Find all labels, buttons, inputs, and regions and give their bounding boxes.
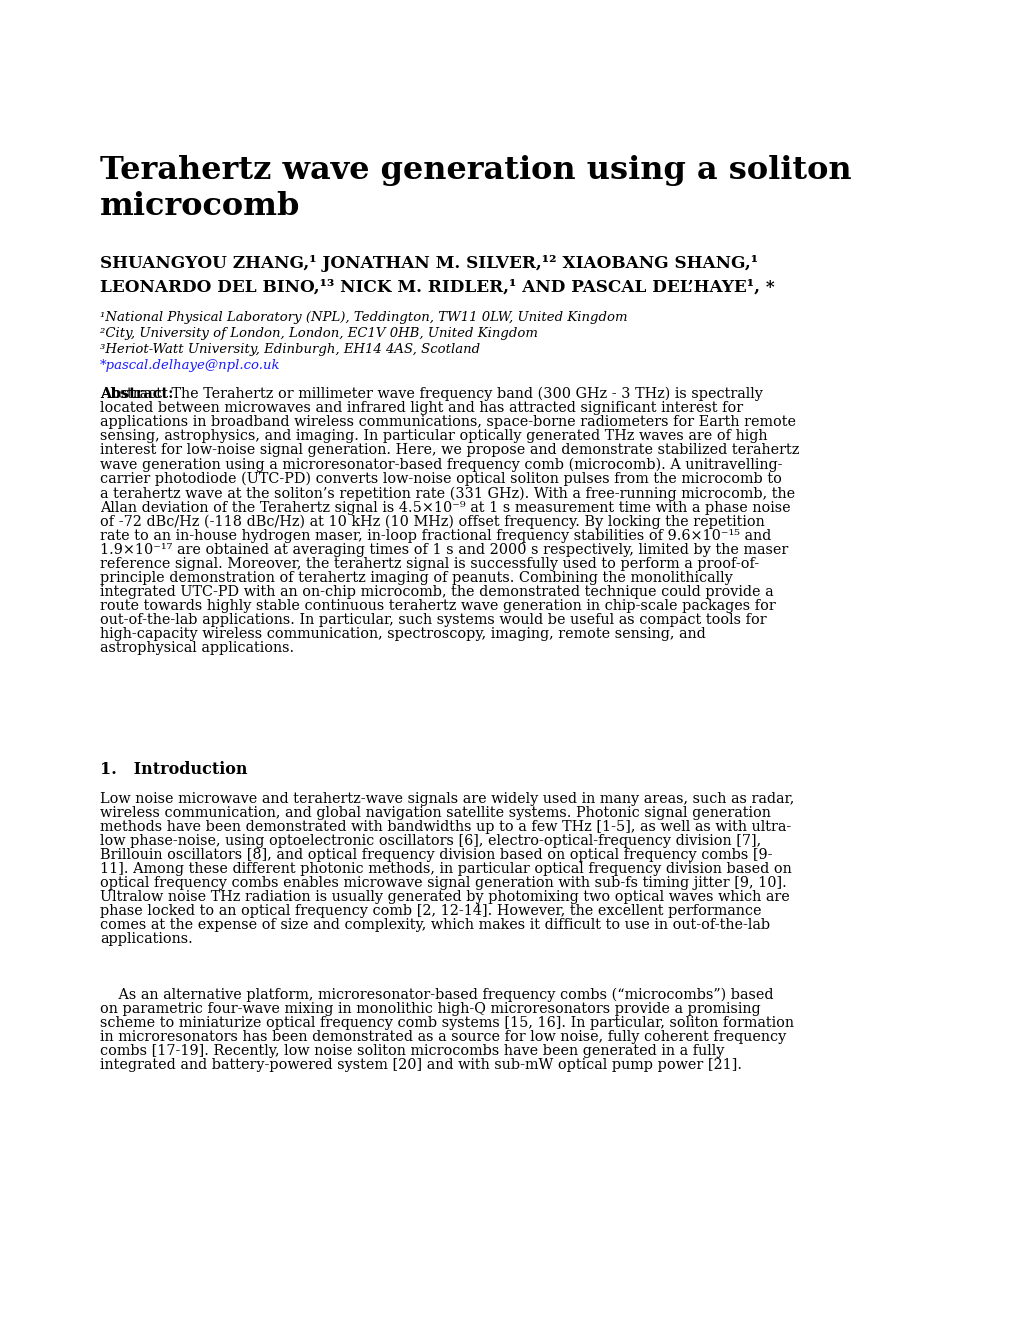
Text: ¹National Physical Laboratory (NPL), Teddington, TW11 0LW, United Kingdom: ¹National Physical Laboratory (NPL), Ted… xyxy=(100,312,627,323)
Text: LEONARDO DEL BINO,¹³ NICK M. RIDLER,¹ AND PASCAL DEL’HAYE¹, *: LEONARDO DEL BINO,¹³ NICK M. RIDLER,¹ AN… xyxy=(100,279,773,296)
Text: Abstract:: Abstract: xyxy=(100,387,173,401)
Text: microcomb: microcomb xyxy=(100,191,300,222)
Text: SHUANGYOU ZHANG,¹ JONATHAN M. SILVER,¹² XIAOBANG SHANG,¹: SHUANGYOU ZHANG,¹ JONATHAN M. SILVER,¹² … xyxy=(100,255,757,272)
Text: 1.   Introduction: 1. Introduction xyxy=(100,762,248,779)
Text: As an alternative platform, microresonator-based frequency combs (“microcombs”) : As an alternative platform, microresonat… xyxy=(100,987,793,1072)
Text: *pascal.delhaye@npl.co.uk: *pascal.delhaye@npl.co.uk xyxy=(100,359,280,372)
Text: ³Heriot-Watt University, Edinburgh, EH14 4AS, Scotland: ³Heriot-Watt University, Edinburgh, EH14… xyxy=(100,343,480,356)
Text: Low noise microwave and terahertz-wave signals are widely used in many areas, su: Low noise microwave and terahertz-wave s… xyxy=(100,792,794,945)
Text: ²City, University of London, London, EC1V 0HB, United Kingdom: ²City, University of London, London, EC1… xyxy=(100,327,537,341)
Text: Abstract: The Terahertz or millimeter wave frequency band (300 GHz - 3 THz) is s: Abstract: The Terahertz or millimeter wa… xyxy=(100,387,799,655)
Text: Terahertz wave generation using a soliton: Terahertz wave generation using a solito… xyxy=(100,154,851,186)
